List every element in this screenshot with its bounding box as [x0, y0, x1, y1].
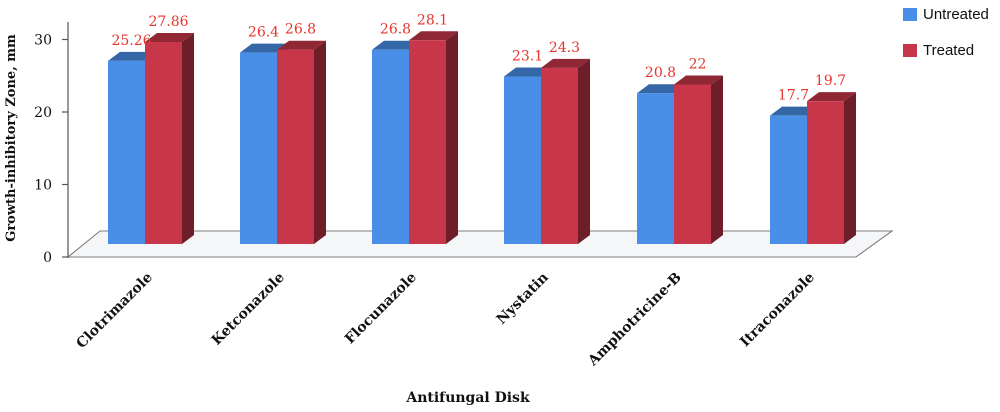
- bar-front-face: [541, 67, 578, 244]
- bar-treated-flocunazole: [409, 31, 458, 245]
- data-label: 26.8: [285, 22, 316, 38]
- bar-side-face: [314, 40, 326, 245]
- data-label: 26.4: [248, 25, 279, 41]
- bar-front-face: [504, 76, 541, 245]
- bar-front-face: [770, 115, 807, 244]
- data-label: 17.7: [778, 88, 809, 104]
- legend-label-treated: Treated: [923, 42, 975, 59]
- bar-treated-ketconazole: [277, 40, 326, 245]
- data-label: 28.1: [417, 12, 448, 28]
- bar-front-face: [674, 84, 711, 244]
- y-tick-label: 20: [34, 105, 52, 121]
- x-tick-label: Ketconazole: [209, 269, 288, 348]
- data-label: 20.8: [645, 65, 676, 81]
- y-axis: 0 10 20 30: [34, 22, 69, 266]
- x-tick-label: Itraconazole: [737, 269, 818, 350]
- bars-group: [108, 31, 856, 245]
- data-label: 23.1: [512, 49, 543, 65]
- bar-top-face: [277, 40, 326, 50]
- bar-side-face: [182, 33, 194, 244]
- bar-top-face: [108, 51, 157, 61]
- bar-top-face: [637, 84, 686, 94]
- bar-top-face: [372, 40, 421, 50]
- bar-side-face: [578, 58, 590, 245]
- data-label: 24.3: [549, 40, 580, 56]
- y-tick-label: 30: [34, 33, 52, 49]
- bar-top-face: [807, 92, 856, 102]
- data-label: 19.7: [815, 73, 846, 89]
- x-tick-labels: Clotrimazole Ketconazole Flocunazole Nystat…: [74, 269, 818, 369]
- bar-side-face: [446, 31, 458, 245]
- bar-front-face: [108, 60, 145, 244]
- bar-top-face: [240, 43, 289, 53]
- x-tick-label: Nystatin: [494, 270, 552, 328]
- bar-side-face: [844, 92, 856, 244]
- bar-treated-itraconazole: [807, 92, 856, 244]
- bar-treated-amphotricine-b: [674, 75, 723, 244]
- bar-front-face: [372, 49, 409, 245]
- bar-front-face: [409, 40, 446, 245]
- legend-swatch-untreated: [903, 8, 917, 21]
- y-tick-label: 0: [43, 250, 52, 266]
- bar-front-face: [145, 42, 182, 244]
- y-tick-label: 10: [34, 178, 52, 194]
- bar-top-face: [674, 75, 723, 85]
- bar-top-face: [541, 58, 590, 68]
- data-label: 22: [689, 57, 707, 73]
- bar-side-face: [711, 75, 723, 244]
- bar-top-face: [504, 67, 553, 77]
- data-label: 25.26: [111, 33, 151, 49]
- bar-treated-nystatin: [541, 58, 590, 245]
- bar-front-face: [277, 49, 314, 245]
- legend-item-treated: Treated: [903, 42, 974, 59]
- bar-treated-clotrimazole: [145, 33, 194, 244]
- legend-swatch-treated: [903, 44, 917, 57]
- data-label: 27.86: [148, 14, 188, 30]
- x-tick-label: Amphotricine-B: [585, 269, 685, 369]
- legend-label-untreated: Untreated: [923, 6, 989, 23]
- legend: Untreated Treated: [903, 0, 1000, 70]
- bar-front-face: [240, 52, 277, 244]
- bar-front-face: [807, 101, 844, 244]
- x-axis-title: Antifungal Disk: [405, 390, 530, 406]
- bar-top-face: [770, 106, 819, 116]
- x-tick-label: Flocunazole: [342, 269, 420, 347]
- data-labels-group: 25.26 27.86 26.4 26.8 26.8 28.1 23.1 24.3 20.8 22…: [111, 12, 846, 103]
- y-axis-title: Growth-inhibitory Zone, mm: [4, 34, 19, 242]
- legend-item-untreated: Untreated: [903, 6, 989, 23]
- bar-front-face: [637, 93, 674, 244]
- data-label: 26.8: [380, 22, 411, 38]
- x-tick-label: Clotrimazole: [74, 269, 156, 351]
- bar-top-face: [409, 31, 458, 41]
- bar-top-face: [145, 33, 194, 43]
